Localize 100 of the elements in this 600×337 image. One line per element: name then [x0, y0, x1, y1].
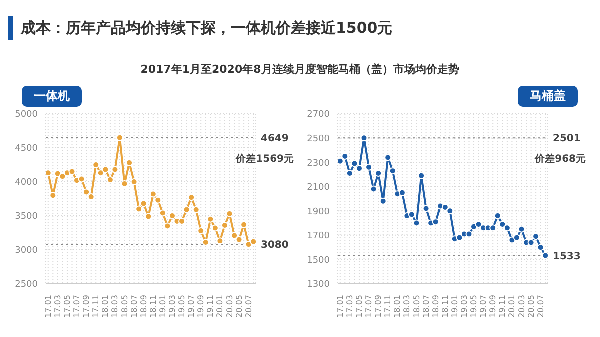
point [145, 213, 152, 220]
point [250, 238, 256, 246]
point [112, 166, 119, 174]
x-tick-label: 17.07 [364, 295, 374, 318]
x-tick-label: 19.09 [196, 295, 206, 318]
y-tick-label: 5000 [15, 110, 38, 120]
x-tick-label: 19.07 [479, 295, 488, 318]
x-tick-label: 19.03 [460, 295, 469, 318]
point [240, 221, 248, 228]
point [466, 230, 473, 238]
point [408, 211, 416, 218]
point [140, 200, 148, 208]
x-tick-label: 20.03 [517, 295, 526, 318]
text: 成本：历年产品均价持续下探，一体机价差接近1500元 [21, 18, 393, 38]
x-tick-label: 20.07 [536, 295, 546, 318]
y-tick-label: 2700 [307, 110, 330, 120]
point [106, 176, 114, 184]
y-tick-label: 1900 [307, 207, 330, 218]
x-tick-label: 17.11 [92, 295, 101, 318]
x-tick-label: 18.03 [402, 295, 412, 318]
point [78, 176, 86, 183]
point [518, 226, 526, 233]
y-tick-label: 1300 [307, 280, 330, 290]
point [97, 170, 104, 177]
point [198, 227, 205, 234]
point [398, 189, 406, 196]
x-tick-label: 19.03 [168, 295, 177, 318]
point [50, 192, 57, 200]
x-tick-label: 18.07 [422, 295, 431, 318]
x-tick-label: 17.03 [345, 295, 354, 318]
annotation: 价差1569元 [236, 152, 294, 166]
point [432, 218, 440, 226]
point [216, 238, 224, 245]
point [183, 206, 190, 214]
point [351, 160, 358, 168]
point [422, 205, 430, 212]
x-tick-label: 17.01 [336, 295, 345, 318]
x-tick-label: 17.09 [374, 295, 384, 318]
point [499, 221, 506, 228]
x-tick-label: 18.09 [431, 295, 440, 318]
y-tick-label: 2500 [307, 134, 330, 144]
x-tick-label: 19.11 [498, 295, 508, 318]
y-tick-label: 1500 [307, 256, 330, 266]
point [338, 158, 344, 165]
x-tick-label: 17.05 [354, 295, 364, 318]
y-tick-label: 1700 [307, 232, 330, 242]
y-tick-label: 3000 [15, 246, 38, 256]
point [490, 224, 497, 232]
x-tick-label: 19.09 [488, 295, 498, 318]
y-tick-label: 2100 [307, 183, 330, 194]
x-tick-label: 17.03 [53, 295, 62, 318]
x-tick-label: 17.07 [72, 295, 82, 318]
point [389, 168, 396, 175]
point [168, 212, 176, 220]
x-tick-label: 19.11 [206, 295, 216, 318]
x-tick-label: 17.05 [62, 295, 72, 318]
point [231, 232, 238, 240]
x-tick-label: 18.09 [139, 295, 148, 318]
point [528, 239, 535, 246]
point [456, 234, 464, 242]
x-tick-label: 17.01 [44, 295, 53, 318]
point [192, 206, 200, 214]
y-tick-label: 2300 [307, 158, 330, 169]
point [356, 165, 363, 172]
x-tick-label: 18.05 [412, 295, 422, 318]
point [188, 194, 196, 202]
text: 2017年1月至2020年8月连续月度智能马桶（盖）市场均价走势 [140, 62, 460, 78]
ref-line-label: 1533 [553, 251, 581, 262]
point [375, 170, 382, 177]
point [346, 170, 354, 177]
x-tick-label: 20.01 [216, 295, 225, 318]
point [475, 221, 482, 228]
point [154, 196, 162, 204]
ref-line-label: 2501 [553, 134, 581, 145]
x-tick-label: 19.01 [450, 295, 460, 318]
point [212, 224, 219, 232]
point [150, 190, 157, 198]
point [442, 204, 449, 211]
x-tick-label: 20.01 [508, 295, 517, 318]
point [542, 252, 548, 260]
x-tick-label: 18.07 [130, 295, 139, 318]
point [46, 170, 52, 177]
x-tick-label: 17.09 [82, 295, 92, 318]
point [236, 236, 243, 244]
point [164, 222, 172, 230]
x-tick-label: 20.05 [234, 295, 244, 318]
point [446, 208, 454, 215]
point [88, 193, 95, 200]
x-tick-label: 18.05 [120, 295, 130, 318]
x-tick-label: 18.11 [148, 295, 158, 318]
point [380, 198, 387, 205]
x-tick-label: 18.03 [110, 295, 120, 318]
y-tick-label: 4000 [15, 178, 38, 188]
x-tick-label: 17.11 [384, 295, 393, 318]
x-tick-label: 19.05 [178, 295, 187, 318]
point [116, 134, 124, 142]
point [130, 178, 138, 186]
point [342, 153, 349, 160]
point [532, 233, 540, 240]
ref-line-label: 3080 [261, 240, 289, 252]
